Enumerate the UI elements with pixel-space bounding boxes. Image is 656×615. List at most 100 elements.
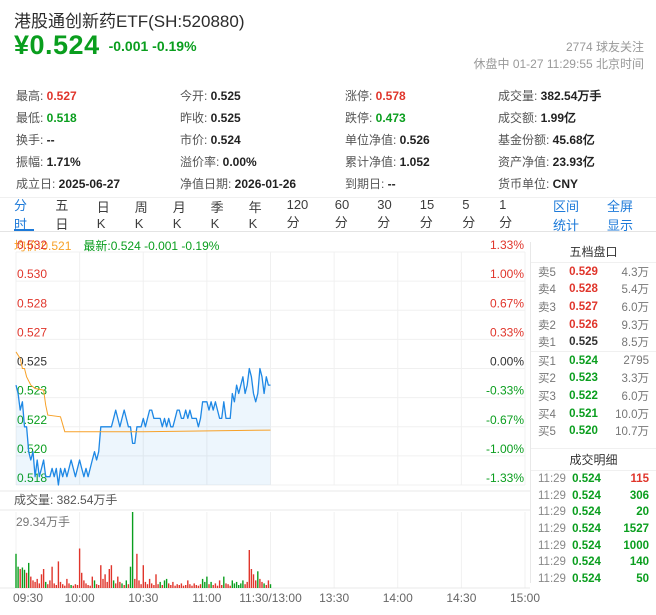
stat-label: 单位净值: bbox=[345, 133, 400, 147]
price-axis-label: 0.532 bbox=[17, 240, 47, 252]
stat-item: 基金份额: 45.68亿 bbox=[498, 131, 648, 153]
book-amount: 10.7万 bbox=[615, 426, 649, 439]
stat-value: 0.473 bbox=[375, 111, 406, 125]
price-axis-label: 0.520 bbox=[17, 442, 47, 456]
volume-bar bbox=[93, 580, 96, 588]
volume-bar bbox=[30, 576, 32, 588]
volume-bar bbox=[74, 584, 77, 588]
volume-bar bbox=[140, 584, 142, 588]
volume-bar bbox=[45, 581, 47, 588]
stat-label: 成交量: bbox=[498, 89, 541, 103]
volume-bar bbox=[51, 566, 53, 588]
tab-1分[interactable]: 1分 bbox=[499, 196, 513, 230]
volume-bar bbox=[176, 584, 178, 588]
stat-value: 2025-06-27 bbox=[58, 177, 121, 191]
txn-price: 0.524 bbox=[572, 489, 601, 502]
order-book-row[interactable]: 买2 0.523 3.3万 bbox=[531, 370, 656, 388]
time-axis-label: 15:00 bbox=[510, 591, 540, 605]
tab-120分[interactable]: 120分 bbox=[286, 196, 309, 230]
price-axis-label: 0.528 bbox=[17, 296, 47, 310]
stat-label: 溢价率: bbox=[180, 155, 223, 169]
volume-bar bbox=[165, 578, 168, 588]
order-book-row[interactable]: 卖2 0.526 9.3万 bbox=[531, 316, 656, 334]
order-book-row[interactable]: 买1 0.524 2795 bbox=[531, 352, 656, 370]
tab-日K[interactable]: 日K bbox=[96, 199, 110, 231]
link-全屏显示[interactable]: 全屏显示 bbox=[606, 198, 633, 233]
tab-年K[interactable]: 年K bbox=[248, 199, 262, 231]
tab-60分[interactable]: 60分 bbox=[334, 196, 350, 230]
order-book-row[interactable]: 卖1 0.525 8.5万 bbox=[531, 333, 656, 351]
volume-bar bbox=[32, 580, 34, 588]
volume-bar bbox=[252, 574, 255, 588]
order-book-row[interactable]: 买5 0.520 10.7万 bbox=[531, 422, 656, 440]
volume-bar bbox=[38, 583, 40, 588]
volume-bar bbox=[36, 578, 38, 588]
volume-bar bbox=[148, 578, 151, 588]
intraday-chart[interactable]: 0.5320.5300.5280.5270.5250.5230.5220.520… bbox=[0, 240, 545, 605]
stat-value: 0.578 bbox=[375, 89, 406, 103]
time-axis-label: 13:30 bbox=[319, 591, 349, 605]
volume-bar bbox=[195, 585, 197, 588]
volume-bar bbox=[233, 583, 236, 588]
txn-time: 11:29 bbox=[538, 489, 566, 502]
time-axis-label: 09:30 bbox=[13, 591, 43, 605]
volume-bar bbox=[246, 581, 248, 588]
percent-axis-label: -0.67% bbox=[486, 413, 524, 427]
tab-季K[interactable]: 季K bbox=[210, 199, 224, 231]
price-area-fill bbox=[16, 368, 271, 485]
order-book-row[interactable]: 买3 0.522 6.0万 bbox=[531, 387, 656, 405]
order-book-row[interactable]: 卖3 0.527 6.0万 bbox=[531, 298, 656, 316]
txn-time: 11:29 bbox=[538, 506, 566, 519]
volume-bar bbox=[59, 581, 62, 588]
stat-value: 2026-01-26 bbox=[234, 177, 297, 191]
tab-月K[interactable]: 月K bbox=[172, 199, 186, 231]
volume-bar bbox=[191, 585, 193, 588]
volume-bar bbox=[55, 585, 57, 588]
book-amount: 4.3万 bbox=[621, 266, 650, 279]
volume-bar bbox=[121, 583, 123, 588]
tab-周K[interactable]: 周K bbox=[134, 199, 148, 231]
volume-bar bbox=[144, 581, 147, 588]
volume-bar bbox=[129, 566, 132, 588]
volume-bar bbox=[214, 583, 217, 588]
link-区间统计[interactable]: 区间统计 bbox=[552, 198, 579, 233]
tab-5分[interactable]: 5分 bbox=[462, 196, 476, 230]
order-book-row[interactable]: 卖5 0.529 4.3万 bbox=[531, 263, 656, 281]
tab-15分[interactable]: 15分 bbox=[419, 196, 435, 230]
tab-30分[interactable]: 30分 bbox=[377, 196, 392, 230]
volume-bar bbox=[15, 553, 17, 588]
stat-label: 今开: bbox=[180, 89, 211, 103]
volume-bar bbox=[81, 572, 83, 588]
volume-bar bbox=[197, 585, 200, 588]
transaction-row: 11:29 0.524 306 bbox=[531, 488, 656, 505]
transaction-row: 11:29 0.524 140 bbox=[531, 554, 656, 571]
tab-五日[interactable]: 五日 bbox=[55, 197, 69, 232]
transaction-row: 11:29 0.524 50 bbox=[531, 571, 656, 588]
volume-bar bbox=[161, 585, 163, 588]
tab-分时[interactable]: 分时 bbox=[14, 198, 35, 232]
volume-bar bbox=[178, 585, 180, 588]
stat-value: CNY bbox=[552, 177, 579, 191]
volume-bar bbox=[153, 585, 155, 588]
volume-bar bbox=[238, 585, 240, 588]
book-price: 0.523 bbox=[569, 372, 598, 385]
volume-bar bbox=[85, 583, 87, 588]
average-price-line bbox=[15, 351, 271, 433]
stat-label: 到期日: bbox=[345, 177, 388, 191]
time-axis-label: 14:30 bbox=[446, 591, 476, 605]
stat-label: 净值日期: bbox=[180, 177, 235, 191]
stat-value: 0.518 bbox=[46, 111, 77, 125]
order-book-row[interactable]: 买4 0.521 10.0万 bbox=[531, 405, 656, 423]
volume-bar bbox=[104, 574, 106, 588]
book-level-label: 买3 bbox=[538, 390, 556, 403]
order-book-row[interactable]: 卖4 0.528 5.4万 bbox=[531, 281, 656, 299]
txn-amount: 115 bbox=[630, 473, 649, 486]
stat-value: 1.99亿 bbox=[540, 111, 577, 125]
txn-time: 11:29 bbox=[538, 556, 566, 569]
order-book: 卖5 0.529 4.3万 卖4 0.528 5.4万 卖3 0.527 6.0万 卖2 0.526… bbox=[531, 263, 656, 440]
stat-label: 涨停: bbox=[345, 89, 376, 103]
volume-bar bbox=[201, 578, 204, 588]
volume-bar bbox=[138, 580, 140, 588]
volume-bar bbox=[157, 584, 159, 588]
stat-value: 0.525 bbox=[210, 89, 241, 103]
